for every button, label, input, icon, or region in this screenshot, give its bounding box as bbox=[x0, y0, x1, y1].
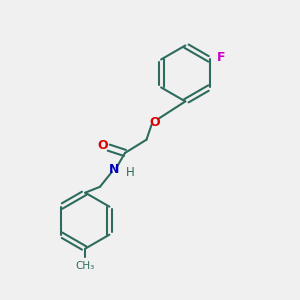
Text: O: O bbox=[149, 116, 160, 128]
Text: N: N bbox=[109, 163, 119, 176]
Text: CH₃: CH₃ bbox=[76, 261, 95, 271]
Text: H: H bbox=[126, 166, 135, 179]
Text: F: F bbox=[217, 52, 225, 64]
Text: O: O bbox=[97, 139, 108, 152]
